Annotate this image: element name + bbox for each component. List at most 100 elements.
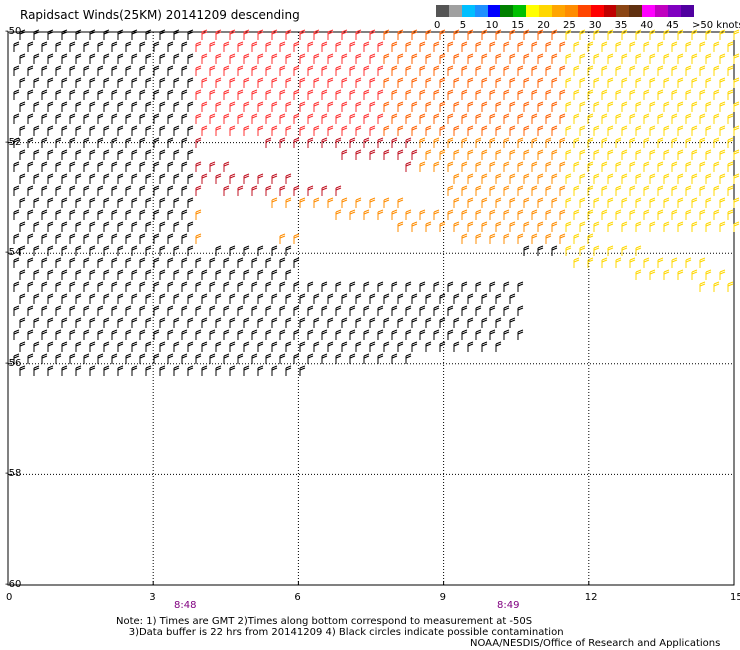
- wind-barb: [461, 305, 468, 316]
- wind-barb: [279, 89, 286, 100]
- wind-barb: [139, 209, 146, 220]
- wind-barb: [83, 65, 90, 76]
- wind-barb: [195, 41, 202, 52]
- wind-barb: [615, 89, 622, 100]
- wind-barb: [551, 245, 558, 256]
- wind-barb: [579, 197, 586, 208]
- wind-barb: [229, 317, 236, 328]
- wind-barb: [377, 305, 384, 316]
- wind-barb: [643, 65, 650, 76]
- wind-barb: [629, 185, 636, 196]
- wind-barb: [685, 209, 692, 220]
- wind-barb: [593, 197, 600, 208]
- wind-barb: [419, 41, 426, 52]
- wind-barb: [117, 317, 124, 328]
- wind-barb: [705, 77, 712, 88]
- wind-barb: [237, 41, 244, 52]
- wind-barb: [131, 293, 138, 304]
- wind-barb: [341, 29, 348, 40]
- wind-barb: [391, 209, 398, 220]
- wind-barb: [657, 89, 664, 100]
- wind-barb: [243, 365, 250, 376]
- wind-barb: [265, 185, 272, 196]
- wind-barb: [699, 41, 706, 52]
- wind-barb: [299, 53, 306, 64]
- time-label-0: 8:48: [174, 600, 197, 611]
- wind-barb: [447, 281, 454, 292]
- wind-barb: [713, 41, 720, 52]
- wind-barb: [377, 281, 384, 292]
- notes: Note: 1) Times are GMT 2)Times along bot…: [116, 616, 564, 638]
- wind-barb: [489, 209, 496, 220]
- wind-barb: [579, 53, 586, 64]
- wind-barb: [713, 185, 720, 196]
- wind-barb: [369, 197, 376, 208]
- wind-barb: [299, 125, 306, 136]
- wind-barb: [461, 65, 468, 76]
- wind-barb: [671, 41, 678, 52]
- wind-barb: [551, 149, 558, 160]
- wind-barb: [439, 293, 446, 304]
- wind-barb: [663, 221, 670, 232]
- wind-barb: [391, 41, 398, 52]
- wind-barb: [313, 101, 320, 112]
- wind-barb: [335, 113, 342, 124]
- wind-barb: [153, 281, 160, 292]
- wind-barb: [285, 77, 292, 88]
- wind-barb: [355, 77, 362, 88]
- wind-barb: [467, 149, 474, 160]
- wind-barb: [327, 101, 334, 112]
- wind-barb: [265, 89, 272, 100]
- wind-barb: [565, 197, 572, 208]
- wind-barb: [495, 101, 502, 112]
- wind-barb: [111, 233, 118, 244]
- wind-barb: [243, 269, 250, 280]
- wind-barb: [341, 341, 348, 352]
- wind-barb: [313, 29, 320, 40]
- wind-barb: [355, 101, 362, 112]
- wind-barb: [349, 41, 356, 52]
- wind-barb: [629, 137, 636, 148]
- wind-barb: [19, 221, 26, 232]
- wind-barb: [187, 317, 194, 328]
- wind-barb: [111, 41, 118, 52]
- wind-barb: [733, 125, 740, 136]
- wind-barb: [33, 125, 40, 136]
- wind-barb: [377, 353, 384, 364]
- wind-barb: [299, 317, 306, 328]
- wind-barb: [733, 173, 740, 184]
- wind-barb: [125, 161, 132, 172]
- wind-barb: [187, 197, 194, 208]
- wind-barb: [587, 209, 594, 220]
- wind-barb: [201, 53, 208, 64]
- wind-barb: [89, 29, 96, 40]
- wind-barb: [167, 65, 174, 76]
- wind-barb: [335, 185, 342, 196]
- wind-barb: [369, 77, 376, 88]
- wind-barb: [243, 341, 250, 352]
- wind-barb: [75, 365, 82, 376]
- wind-barb: [419, 137, 426, 148]
- wind-barb: [97, 233, 104, 244]
- wind-barb: [61, 149, 68, 160]
- wind-barb: [467, 125, 474, 136]
- note-line-2: 3)Data buffer is 22 hrs from 20141209 4)…: [128, 627, 564, 638]
- wind-barb: [447, 65, 454, 76]
- wind-barb: [285, 173, 292, 184]
- wind-barb: [117, 101, 124, 112]
- wind-barb: [181, 353, 188, 364]
- wind-barb: [475, 305, 482, 316]
- wind-barb: [607, 197, 614, 208]
- wind-barb: [145, 173, 152, 184]
- wind-barb: [321, 281, 328, 292]
- wind-barb: [649, 269, 656, 280]
- wind-barb: [229, 173, 236, 184]
- wind-barb: [503, 281, 510, 292]
- wind-barb: [69, 305, 76, 316]
- wind-barb: [97, 137, 104, 148]
- wind-barb: [243, 173, 250, 184]
- wind-barb: [89, 125, 96, 136]
- wind-barb: [615, 65, 622, 76]
- wind-barb: [335, 281, 342, 292]
- wind-barb: [13, 41, 20, 52]
